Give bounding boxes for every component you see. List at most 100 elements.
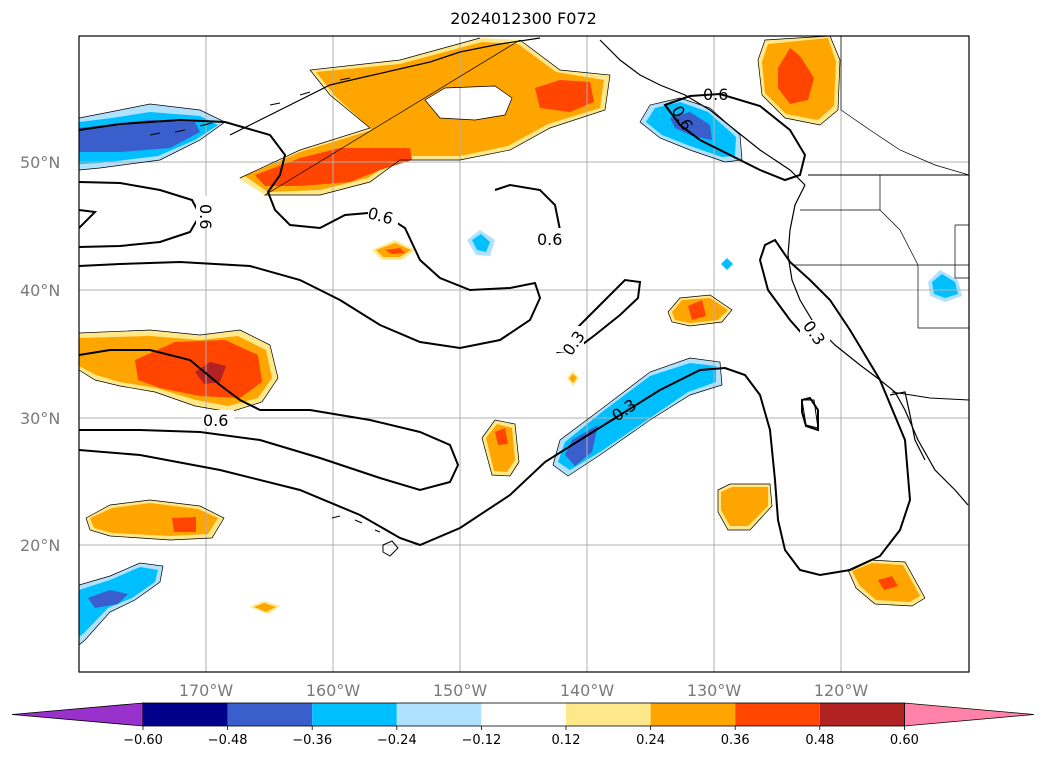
outline-16n xyxy=(847,559,926,607)
positive-anomaly-small-south-core xyxy=(254,603,276,612)
us-mexico-border xyxy=(891,391,969,401)
contour-label-4: 0.6 xyxy=(203,411,228,430)
se-alaska-coast xyxy=(599,39,806,186)
west-coast xyxy=(787,184,969,506)
positive-anomaly-tiny-core xyxy=(569,374,577,383)
outline-20n xyxy=(85,499,225,541)
alaska-coast xyxy=(229,37,541,136)
lat-label-20n: 20°N xyxy=(20,536,60,555)
border-nv xyxy=(917,265,969,329)
height-contours xyxy=(79,92,912,577)
colorbar-tick-label: −0.12 xyxy=(461,733,501,748)
contour-west-notch xyxy=(79,209,98,229)
latitude-labels: 50°N 40°N 30°N 20°N xyxy=(20,153,60,555)
white-hole xyxy=(425,86,512,120)
lat-label-50n: 50°N xyxy=(20,153,60,172)
negative-anomaly-small-45n-core xyxy=(472,234,490,252)
colorbar-tick-label: −0.48 xyxy=(208,733,248,748)
contour-south xyxy=(79,238,912,577)
positive-anomaly-22n-core xyxy=(721,487,768,526)
outline-subtropical xyxy=(79,329,279,413)
border-or-wa xyxy=(800,175,881,211)
contour-bc-loop xyxy=(663,92,807,182)
negative-anomaly-sw-core xyxy=(88,590,128,608)
colorbar-segment xyxy=(819,703,905,726)
contour-west-loop xyxy=(79,181,202,248)
border-interior xyxy=(954,224,969,279)
outline-28n xyxy=(481,419,520,477)
colorbar-segment xyxy=(227,703,313,726)
colorbar-tick-label: −0.24 xyxy=(377,733,417,748)
negative-anomaly-tiny-42n xyxy=(721,258,733,270)
outline-bc-coast xyxy=(639,97,743,163)
contour-north-loop xyxy=(494,183,561,231)
colorbar-segment xyxy=(650,703,736,726)
lon-label-170w: 170°W xyxy=(179,681,234,700)
colorbar-segment xyxy=(735,703,820,726)
aleutian-islands xyxy=(149,77,351,136)
lon-label-160w: 160°W xyxy=(306,681,361,700)
contour-label-5: 0.6 xyxy=(703,85,728,104)
contour-label-1: 0.6 xyxy=(196,204,215,229)
red-43n xyxy=(385,248,405,254)
hawaii xyxy=(331,515,399,557)
positive-anomaly-28n-core xyxy=(486,424,515,472)
red-38n xyxy=(688,300,706,320)
colorbar-segment xyxy=(396,703,482,726)
graticule xyxy=(79,36,969,672)
colorbar-segment xyxy=(143,703,228,726)
red-aleutian-east xyxy=(535,80,594,112)
dark-red-subtropical xyxy=(195,362,226,384)
colorbar-tick-label: 0.36 xyxy=(721,733,750,748)
negative-anomaly-nevada-core xyxy=(932,274,958,298)
contour-subtropical xyxy=(79,349,460,492)
red-16n xyxy=(878,576,898,590)
longitude-labels: 170°W 160°W 150°W 140°W 130°W 120°W xyxy=(179,681,869,700)
colorbar-tick-label: 0.60 xyxy=(890,733,919,748)
contour-0-3-loop xyxy=(555,278,642,354)
baja xyxy=(889,391,926,461)
colorbar-tick-label: −0.36 xyxy=(292,733,332,748)
colorbar-tick-label: 0.24 xyxy=(636,733,665,748)
colorbar-tick-label: −0.60 xyxy=(123,733,163,748)
negative-anomaly-nw-core xyxy=(79,120,200,152)
outline-bc xyxy=(757,36,841,126)
outline-22n xyxy=(717,483,773,531)
negative-anomaly-diagonal-core xyxy=(565,425,598,466)
colorbar-tick-label: 0.48 xyxy=(805,733,834,748)
colorbar-segment xyxy=(481,703,566,726)
colorbar-extend-low xyxy=(11,702,144,727)
coastlines xyxy=(149,37,969,557)
map-area: 0.6 0.6 0.6 0.6 0.6 0.3 0.3 0.3 0.6 xyxy=(79,36,969,672)
colorbar-segment xyxy=(566,703,651,726)
outline-sw xyxy=(79,562,164,646)
border-canada xyxy=(840,36,969,176)
lat-label-40n: 40°N xyxy=(20,281,60,300)
colorbar-extend-high xyxy=(904,702,1035,727)
red-bc xyxy=(778,48,814,104)
colorbar-frame xyxy=(142,702,905,727)
outline-diagonal xyxy=(552,357,723,477)
contour-top-west xyxy=(79,118,542,350)
lon-label-140w: 140°W xyxy=(560,681,615,700)
outline-38n xyxy=(667,294,733,327)
red-20n xyxy=(172,517,196,532)
colorbar-tick-label: 0.12 xyxy=(552,733,581,748)
lon-label-130w: 130°W xyxy=(687,681,742,700)
map-title: 2024012300 F072 xyxy=(450,9,597,28)
colorbar-segment xyxy=(312,703,397,726)
contour-label-3: 0.6 xyxy=(537,230,562,249)
lat-label-30n: 30°N xyxy=(20,409,60,428)
negative-anomaly-diagonal-mid xyxy=(558,363,716,470)
lon-label-150w: 150°W xyxy=(433,681,488,700)
negative-anomaly-bc-coast-core xyxy=(670,112,712,140)
outline-aleutian xyxy=(239,37,611,196)
red-28n xyxy=(495,428,508,445)
state-borders xyxy=(792,36,969,329)
outline-white-hole xyxy=(424,85,513,121)
map-frame xyxy=(78,35,970,673)
lon-label-120w: 120°W xyxy=(814,681,869,700)
border-id xyxy=(879,209,919,266)
contour-coastal-island xyxy=(801,396,819,432)
